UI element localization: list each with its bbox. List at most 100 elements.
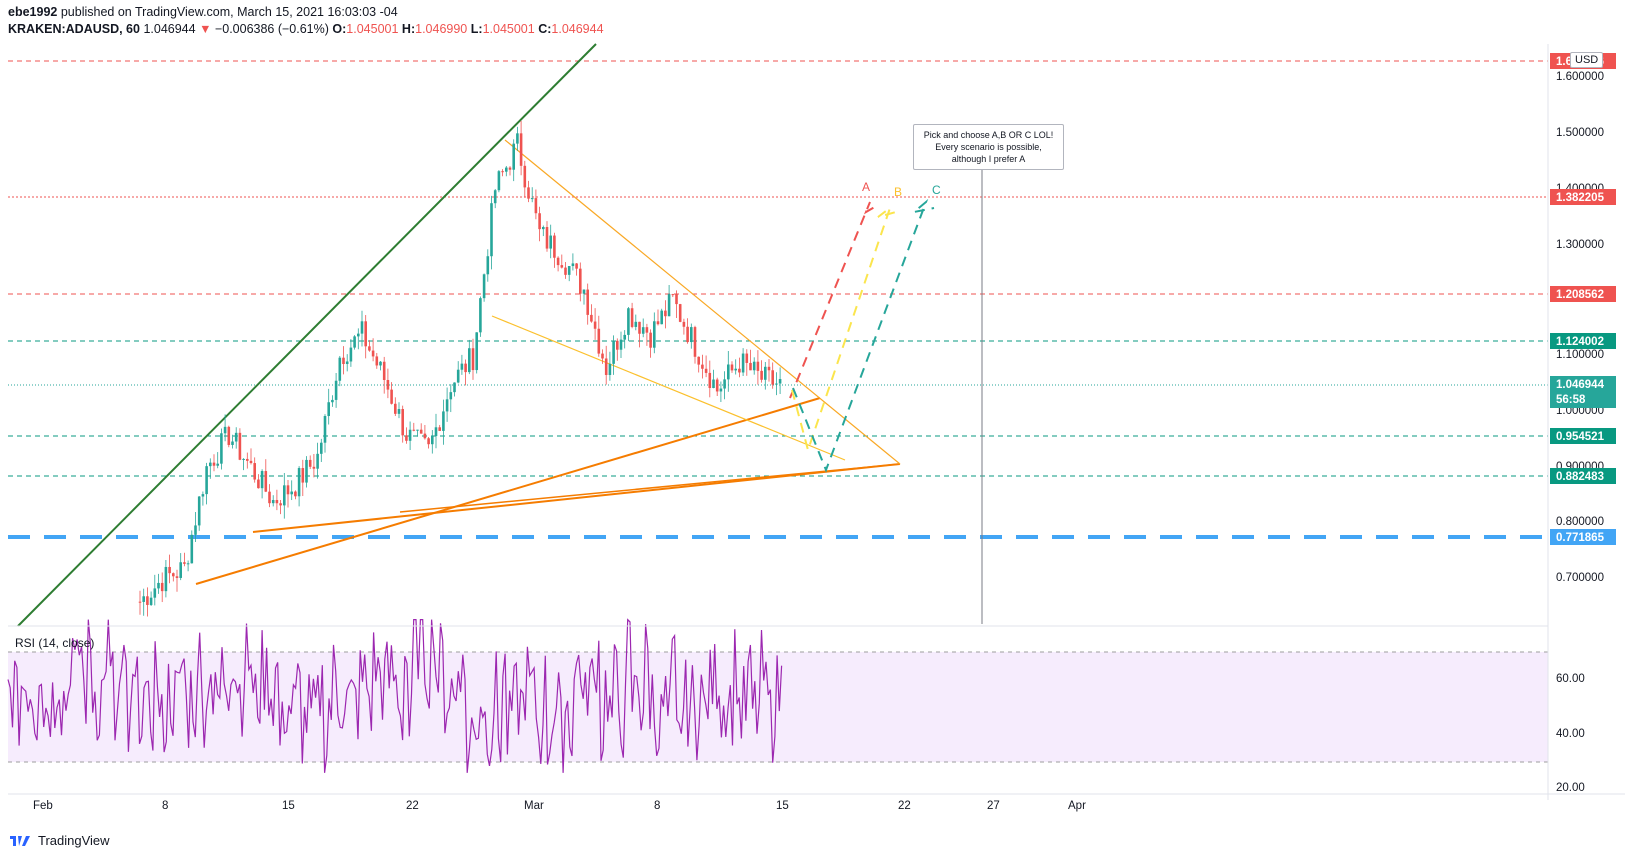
orange-trendline-1[interactable]	[195, 397, 821, 585]
symbol-info: KRAKEN:ADAUSD, 60 1.046944 ▼ −0.006386 (…	[8, 22, 604, 36]
candle-body	[146, 596, 149, 605]
scenario-label-a: A	[862, 180, 870, 194]
candle-body	[197, 496, 201, 526]
published-text: published on TradingView.com, March 15, …	[60, 5, 398, 19]
candle-body	[686, 326, 689, 343]
triangle-lower[interactable]	[491, 315, 846, 461]
price-tag-bg	[1550, 376, 1616, 408]
price-tick: 0.800000	[1556, 516, 1604, 528]
candle-body	[353, 336, 356, 348]
time-tick: Apr	[1068, 800, 1086, 812]
candle-body	[379, 361, 382, 366]
candle-body	[708, 372, 712, 389]
candle-body	[464, 363, 467, 373]
candle-body	[179, 562, 182, 578]
candle-body	[205, 466, 208, 495]
candle-body	[142, 596, 145, 602]
scenario-b-path[interactable]	[791, 205, 897, 454]
scenario-c-path[interactable]	[792, 198, 935, 473]
green-trendline[interactable]	[17, 43, 597, 627]
candle-body	[234, 432, 238, 442]
candle-body	[471, 348, 475, 371]
candle-body	[427, 438, 430, 445]
candle-body	[586, 289, 589, 315]
candle-body	[771, 370, 774, 385]
candle-body	[653, 321, 656, 348]
candle-body	[153, 588, 157, 598]
candle-body	[349, 347, 353, 362]
candle-body	[312, 466, 316, 469]
candle-body	[571, 263, 575, 267]
publisher-name: ebe1992	[8, 5, 58, 19]
candle-body	[767, 366, 771, 371]
candle-body	[320, 442, 323, 454]
candle-body	[327, 402, 330, 417]
candle-body	[649, 332, 652, 348]
scenario-a-path[interactable]	[789, 201, 879, 399]
footer-brand: TradingView	[38, 832, 110, 848]
price-tag: 0.771865	[1556, 532, 1605, 544]
rsi-label[interactable]: RSI (14, close)	[15, 636, 95, 650]
candle-body	[727, 364, 730, 380]
triangle-upper[interactable]	[504, 139, 901, 465]
candle-body	[212, 462, 216, 466]
candle-body	[175, 576, 179, 578]
candle-body	[275, 499, 279, 504]
candle-body	[286, 485, 290, 495]
price-tag-bg	[1550, 529, 1616, 545]
candle-body	[556, 257, 560, 266]
note-callout[interactable]: Pick and choose A,B OR C LOL! Every scen…	[913, 124, 1064, 170]
candle-body	[397, 409, 401, 414]
currency-badge[interactable]: USD	[1570, 52, 1604, 68]
candle-body	[778, 379, 782, 384]
candle-body	[157, 582, 160, 589]
candle-body	[342, 357, 345, 365]
candle-body	[401, 409, 404, 436]
price-tag: 0.882483	[1556, 471, 1604, 483]
candle-body	[697, 356, 700, 365]
candle-body	[490, 203, 493, 257]
candle-body	[249, 460, 253, 464]
candle-body	[164, 566, 168, 592]
candle-body	[542, 227, 545, 230]
candle-body	[438, 427, 441, 431]
candle-body	[616, 340, 619, 350]
candle-body	[656, 321, 660, 325]
candle-body	[334, 380, 338, 400]
candle-body	[608, 363, 612, 375]
candle-body	[453, 382, 456, 393]
candle-body	[149, 597, 153, 605]
candle-body	[460, 363, 464, 370]
candle-body	[575, 263, 578, 269]
candle-body	[394, 403, 397, 414]
candle-body	[590, 314, 593, 322]
candle-body	[138, 601, 142, 603]
price-change: −0.006386 (−0.61%)	[214, 22, 329, 36]
open-label: O:	[332, 22, 347, 36]
orange-trendline-3[interactable]	[399, 463, 901, 513]
footer[interactable]: TradingView	[8, 832, 110, 848]
symbol-label[interactable]: KRAKEN:ADAUSD, 60	[8, 22, 140, 36]
candle-body	[530, 198, 534, 200]
candle-body	[682, 321, 686, 327]
candle-body	[582, 289, 586, 294]
price-tag: 1.208562	[1556, 289, 1604, 301]
orange-trendline-2[interactable]	[252, 463, 901, 533]
candle-body	[382, 361, 386, 380]
candle-body	[468, 348, 471, 373]
time-tick: 15	[282, 800, 295, 812]
candle-body	[271, 499, 275, 504]
candle-body	[645, 327, 649, 333]
rsi-polyline	[7, 618, 783, 773]
candle-body	[549, 235, 552, 249]
time-tick: 8	[654, 800, 660, 812]
candle-body	[512, 143, 515, 170]
candle-body	[497, 171, 501, 191]
candle-body	[283, 485, 286, 506]
candle-body	[619, 339, 623, 350]
candle-body	[638, 321, 641, 334]
candle-body	[527, 187, 530, 199]
rsi-line	[7, 618, 783, 773]
candle-body	[390, 389, 393, 404]
